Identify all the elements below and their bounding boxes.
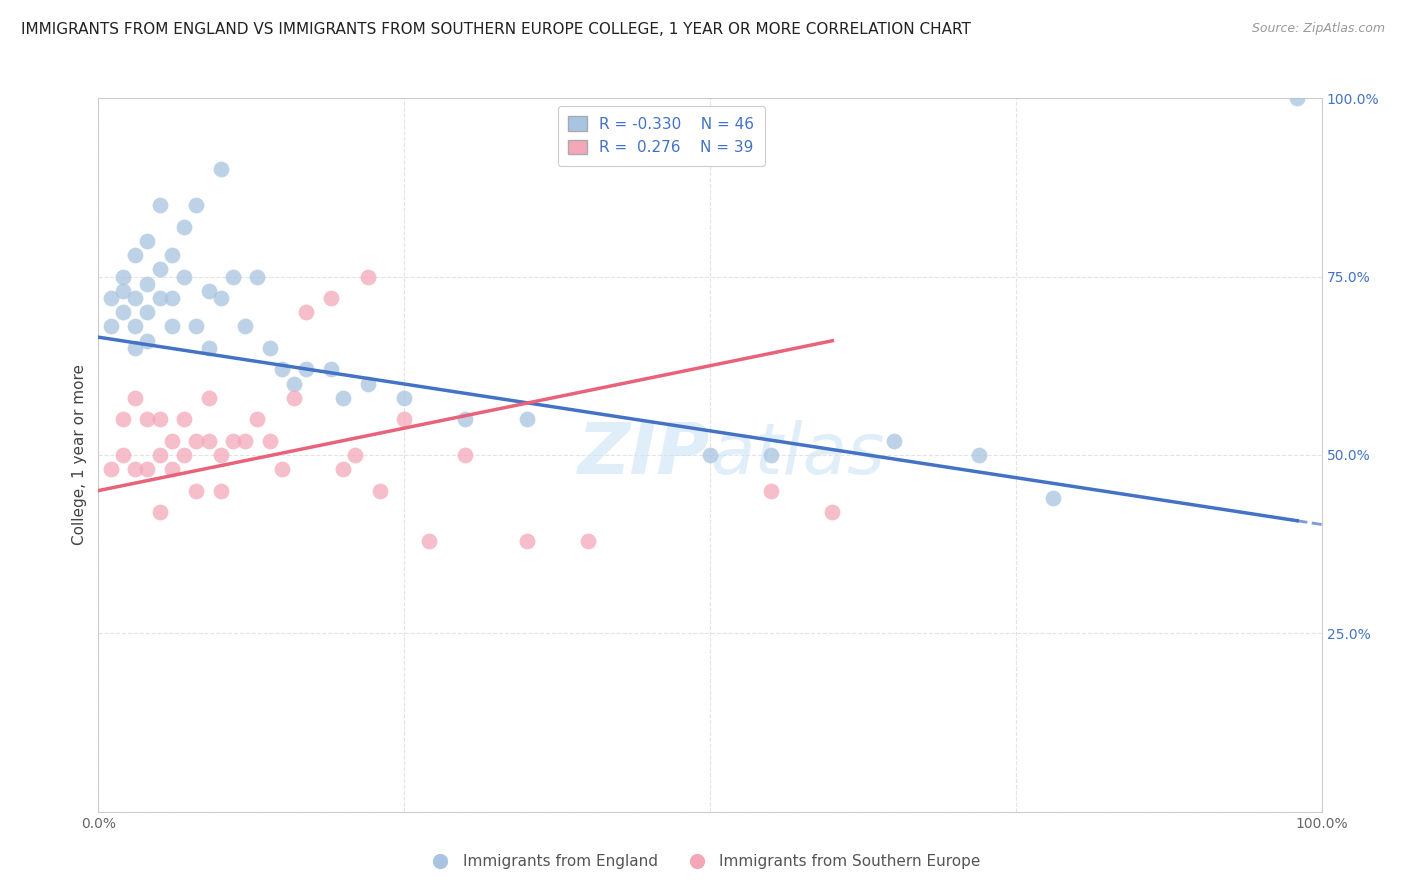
- Point: [136, 462, 159, 476]
- Point: [967, 448, 990, 462]
- Point: [319, 362, 342, 376]
- Point: [173, 448, 195, 462]
- Point: [233, 434, 256, 448]
- Y-axis label: College, 1 year or more: College, 1 year or more: [72, 365, 87, 545]
- Text: ZIP: ZIP: [578, 420, 710, 490]
- Point: [761, 483, 783, 498]
- Point: [160, 248, 183, 262]
- Text: IMMIGRANTS FROM ENGLAND VS IMMIGRANTS FROM SOUTHERN EUROPE COLLEGE, 1 YEAR OR MO: IMMIGRANTS FROM ENGLAND VS IMMIGRANTS FR…: [21, 22, 972, 37]
- Point: [136, 334, 159, 348]
- Legend: R = -0.330    N = 46, R =  0.276    N = 39: R = -0.330 N = 46, R = 0.276 N = 39: [558, 106, 765, 166]
- Point: [197, 434, 219, 448]
- Point: [100, 291, 122, 305]
- Point: [186, 319, 208, 334]
- Point: [173, 412, 195, 426]
- Point: [392, 391, 416, 405]
- Point: [576, 533, 599, 548]
- Point: [295, 305, 318, 319]
- Point: [222, 434, 245, 448]
- Point: [761, 448, 783, 462]
- Point: [160, 434, 183, 448]
- Point: [418, 533, 440, 548]
- Point: [283, 376, 305, 391]
- Point: [209, 162, 232, 177]
- Point: [319, 291, 342, 305]
- Point: [111, 269, 134, 284]
- Point: [344, 448, 367, 462]
- Point: [259, 434, 281, 448]
- Point: [1286, 91, 1309, 105]
- Point: [149, 291, 172, 305]
- Point: [283, 391, 305, 405]
- Point: [295, 362, 318, 376]
- Point: [821, 505, 844, 519]
- Point: [259, 341, 281, 355]
- Point: [332, 391, 354, 405]
- Legend: Immigrants from England, Immigrants from Southern Europe: Immigrants from England, Immigrants from…: [419, 848, 987, 875]
- Point: [136, 234, 159, 248]
- Point: [222, 269, 245, 284]
- Point: [233, 319, 256, 334]
- Point: [209, 483, 232, 498]
- Point: [136, 412, 159, 426]
- Point: [149, 262, 172, 277]
- Point: [124, 319, 146, 334]
- Point: [332, 462, 354, 476]
- Point: [149, 448, 172, 462]
- Point: [173, 269, 195, 284]
- Point: [515, 412, 537, 426]
- Point: [883, 434, 905, 448]
- Point: [356, 376, 378, 391]
- Point: [197, 341, 219, 355]
- Point: [246, 412, 269, 426]
- Point: [111, 305, 134, 319]
- Point: [356, 269, 378, 284]
- Point: [1042, 491, 1064, 505]
- Text: Source: ZipAtlas.com: Source: ZipAtlas.com: [1251, 22, 1385, 36]
- Point: [197, 391, 219, 405]
- Point: [111, 284, 134, 298]
- Point: [699, 448, 721, 462]
- Point: [209, 291, 232, 305]
- Point: [124, 248, 146, 262]
- Point: [454, 448, 477, 462]
- Point: [124, 291, 146, 305]
- Point: [124, 462, 146, 476]
- Point: [100, 462, 122, 476]
- Point: [111, 448, 134, 462]
- Point: [515, 533, 537, 548]
- Point: [160, 462, 183, 476]
- Point: [111, 412, 134, 426]
- Point: [392, 412, 416, 426]
- Point: [454, 412, 477, 426]
- Point: [160, 319, 183, 334]
- Point: [368, 483, 391, 498]
- Point: [149, 505, 172, 519]
- Point: [186, 198, 208, 212]
- Point: [270, 462, 294, 476]
- Point: [136, 305, 159, 319]
- Point: [246, 269, 269, 284]
- Point: [136, 277, 159, 291]
- Point: [149, 412, 172, 426]
- Point: [149, 198, 172, 212]
- Point: [209, 448, 232, 462]
- Point: [197, 284, 219, 298]
- Point: [124, 391, 146, 405]
- Point: [160, 291, 183, 305]
- Text: atlas: atlas: [710, 420, 884, 490]
- Point: [100, 319, 122, 334]
- Point: [124, 341, 146, 355]
- Point: [270, 362, 294, 376]
- Point: [173, 219, 195, 234]
- Point: [186, 434, 208, 448]
- Point: [186, 483, 208, 498]
